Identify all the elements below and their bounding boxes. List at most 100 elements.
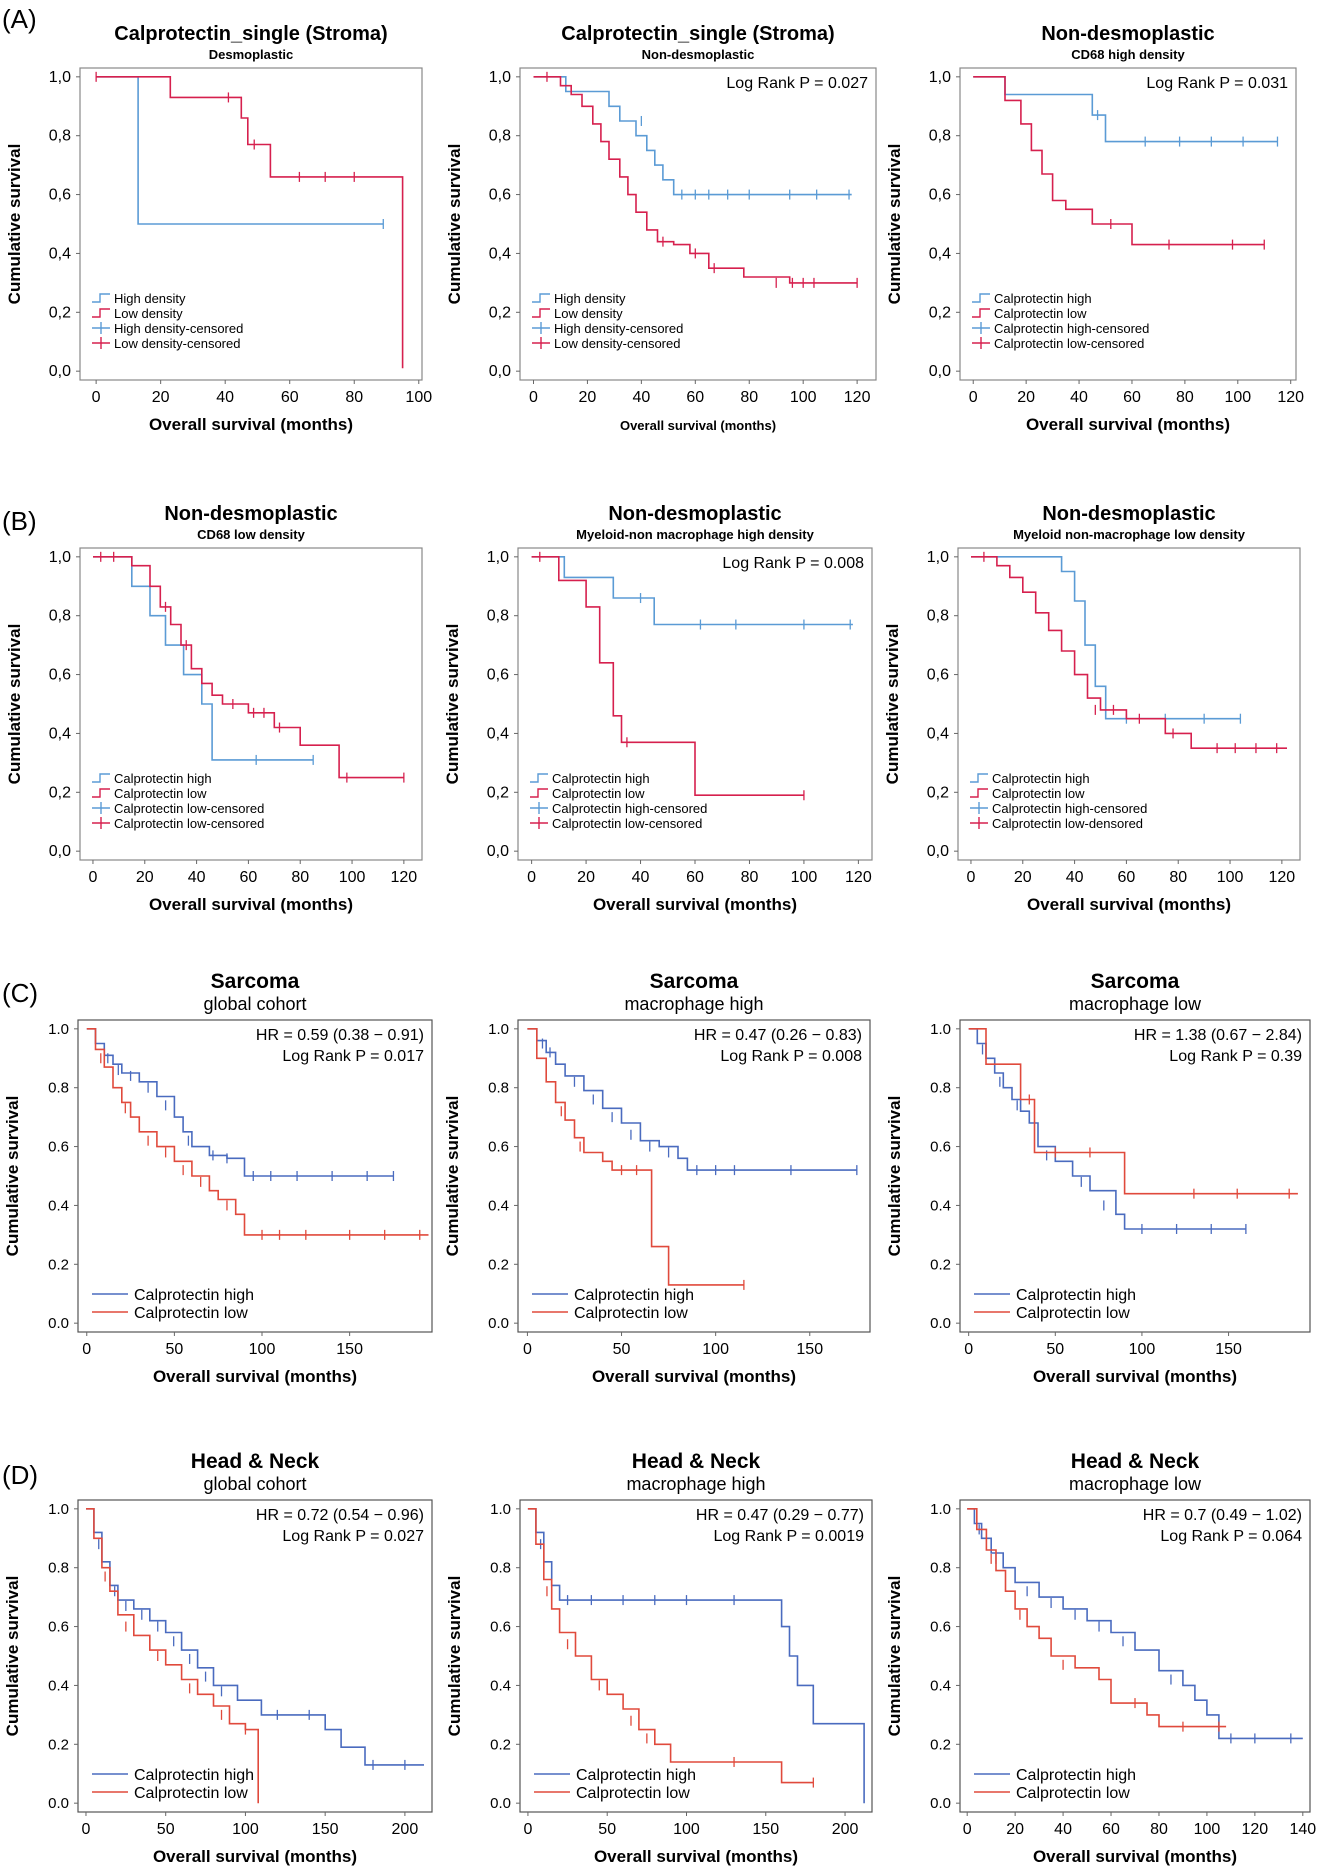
x-tick-label: 0: [82, 1821, 91, 1838]
x-axis-label: Overall survival (months): [592, 1367, 796, 1386]
x-tick-label: 120: [844, 389, 871, 406]
legend-label: Calprotectin low: [992, 786, 1085, 801]
x-tick-label: 80: [740, 389, 758, 406]
x-tick-label: 100: [232, 1821, 259, 1838]
y-tick-label: 0.8: [930, 1560, 951, 1577]
chart-subtitle: macrophage high: [626, 1474, 765, 1494]
legend-label: Calprotectin low-censored: [994, 336, 1144, 351]
x-tick-label: 150: [1215, 1341, 1242, 1358]
y-tick-label: 0.6: [488, 1139, 509, 1156]
survival-curve-high: [968, 1028, 1246, 1230]
x-tick-label: 150: [336, 1341, 363, 1358]
stat-annotation: HR = 0.59 (0.38 − 0.91): [256, 1027, 424, 1044]
x-axis-label: Overall survival (months): [149, 895, 353, 914]
x-tick-label: 0: [964, 1341, 973, 1358]
legend-label: High density-censored: [114, 321, 243, 336]
x-tick-label: 150: [796, 1341, 823, 1358]
x-tick-label: 40: [1054, 1821, 1072, 1838]
chart-title: Calprotectin_single (Stroma): [114, 23, 387, 45]
chart-panel-6: Non-desmoplastic Myeloid non-macrophage l…: [883, 503, 1301, 914]
x-tick-label: 0: [967, 869, 976, 886]
y-tick-label: 1,0: [927, 549, 949, 566]
x-tick-label: 80: [1176, 389, 1194, 406]
legend-swatch: [92, 293, 110, 303]
legend-swatch: [92, 773, 110, 783]
survival-curve-low: [86, 1028, 429, 1236]
y-tick-label: 0,6: [489, 187, 511, 204]
y-tick-label: 0.4: [48, 1197, 69, 1214]
y-tick-label: 0,2: [49, 784, 71, 801]
survival-curve-low: [531, 556, 804, 796]
x-tick-label: 50: [598, 1821, 616, 1838]
x-tick-label: 60: [1118, 869, 1136, 886]
legend-label: High density: [114, 291, 186, 306]
x-tick-label: 20: [1014, 869, 1032, 886]
legend-label: Low density: [114, 306, 183, 321]
chart-title: Sarcoma: [1091, 970, 1180, 993]
y-tick-label: 0.0: [488, 1315, 509, 1332]
x-tick-label: 80: [1150, 1821, 1168, 1838]
x-tick-label: 200: [392, 1821, 419, 1838]
legend-label: Calprotectin low-densored: [992, 816, 1143, 831]
legend-label: Calprotectin low: [552, 786, 645, 801]
x-axis-label: Overall survival (months): [1033, 1847, 1237, 1866]
chart-subtitle: Desmoplastic: [209, 47, 294, 62]
chart-subtitle: global cohort: [203, 1474, 306, 1494]
x-tick-label: 80: [741, 869, 759, 886]
stat-annotation: Log Rank P = 0.017: [282, 1048, 424, 1065]
legend-swatch: [972, 308, 990, 318]
legend-label: Calprotectin low: [994, 306, 1087, 321]
y-tick-label: 0.6: [490, 1619, 511, 1636]
y-tick-label: 0.2: [488, 1256, 509, 1273]
x-tick-label: 0: [963, 1821, 972, 1838]
y-tick-label: 1,0: [489, 69, 511, 86]
legend-label: Calprotectin high-censored: [552, 801, 707, 816]
legend-label: High density-censored: [554, 321, 683, 336]
y-tick-label: 0.2: [930, 1736, 951, 1753]
legend-label: Low density-censored: [114, 336, 240, 351]
plot-frame: [959, 1019, 1311, 1333]
y-tick-label: 0,0: [927, 843, 949, 860]
y-tick-label: 0.8: [48, 1560, 69, 1577]
x-tick-label: 40: [1070, 389, 1088, 406]
x-tick-label: 100: [405, 389, 432, 406]
y-tick-label: 0.0: [930, 1795, 951, 1812]
x-tick-label: 100: [791, 869, 818, 886]
stat-annotation: Log Rank P = 0.031: [1146, 75, 1288, 92]
chart-subtitle: macrophage low: [1069, 994, 1202, 1014]
y-axis-label: Cumulative survival: [5, 624, 24, 785]
legend-swatch: [532, 293, 550, 303]
y-tick-label: 0.4: [930, 1677, 951, 1694]
y-tick-label: 0,8: [929, 128, 951, 145]
x-tick-label: 40: [1066, 869, 1084, 886]
survival-curve-high: [531, 556, 853, 626]
chart-panel-4: Non-desmoplastic CD68 low density 0,0 0,2 0,…: [5, 503, 423, 914]
x-tick-label: 20: [1017, 389, 1035, 406]
y-axis-label: Cumulative survival: [3, 1096, 22, 1257]
stat-annotation: Log Rank P = 0.39: [1169, 1048, 1302, 1065]
survival-curve-high: [971, 556, 1241, 720]
section-label-b: (B): [2, 506, 37, 536]
legend-swatch: [92, 308, 110, 318]
legend-label: Calprotectin low-censored: [552, 816, 702, 831]
x-tick-label: 20: [577, 869, 595, 886]
chart-title: Sarcoma: [211, 970, 300, 993]
y-axis-label: Cumulative survival: [883, 624, 902, 785]
plot-frame: [959, 1499, 1311, 1813]
y-axis-label: Cumulative survival: [885, 144, 904, 305]
legend-label: Calprotectin low: [1016, 1305, 1130, 1322]
x-axis-label: Overall survival (months): [1033, 1367, 1237, 1386]
x-tick-label: 0: [92, 389, 101, 406]
x-tick-label: 80: [345, 389, 363, 406]
x-tick-label: 100: [1224, 389, 1251, 406]
legend-swatch: [532, 308, 550, 318]
x-tick-label: 0: [82, 1341, 91, 1358]
x-tick-label: 120: [391, 869, 418, 886]
survival-curve-high: [86, 1028, 394, 1177]
y-tick-label: 0,6: [929, 187, 951, 204]
x-tick-label: 100: [339, 869, 366, 886]
y-axis-label: Cumulative survival: [443, 1096, 462, 1257]
plot-frame: [519, 1499, 873, 1813]
